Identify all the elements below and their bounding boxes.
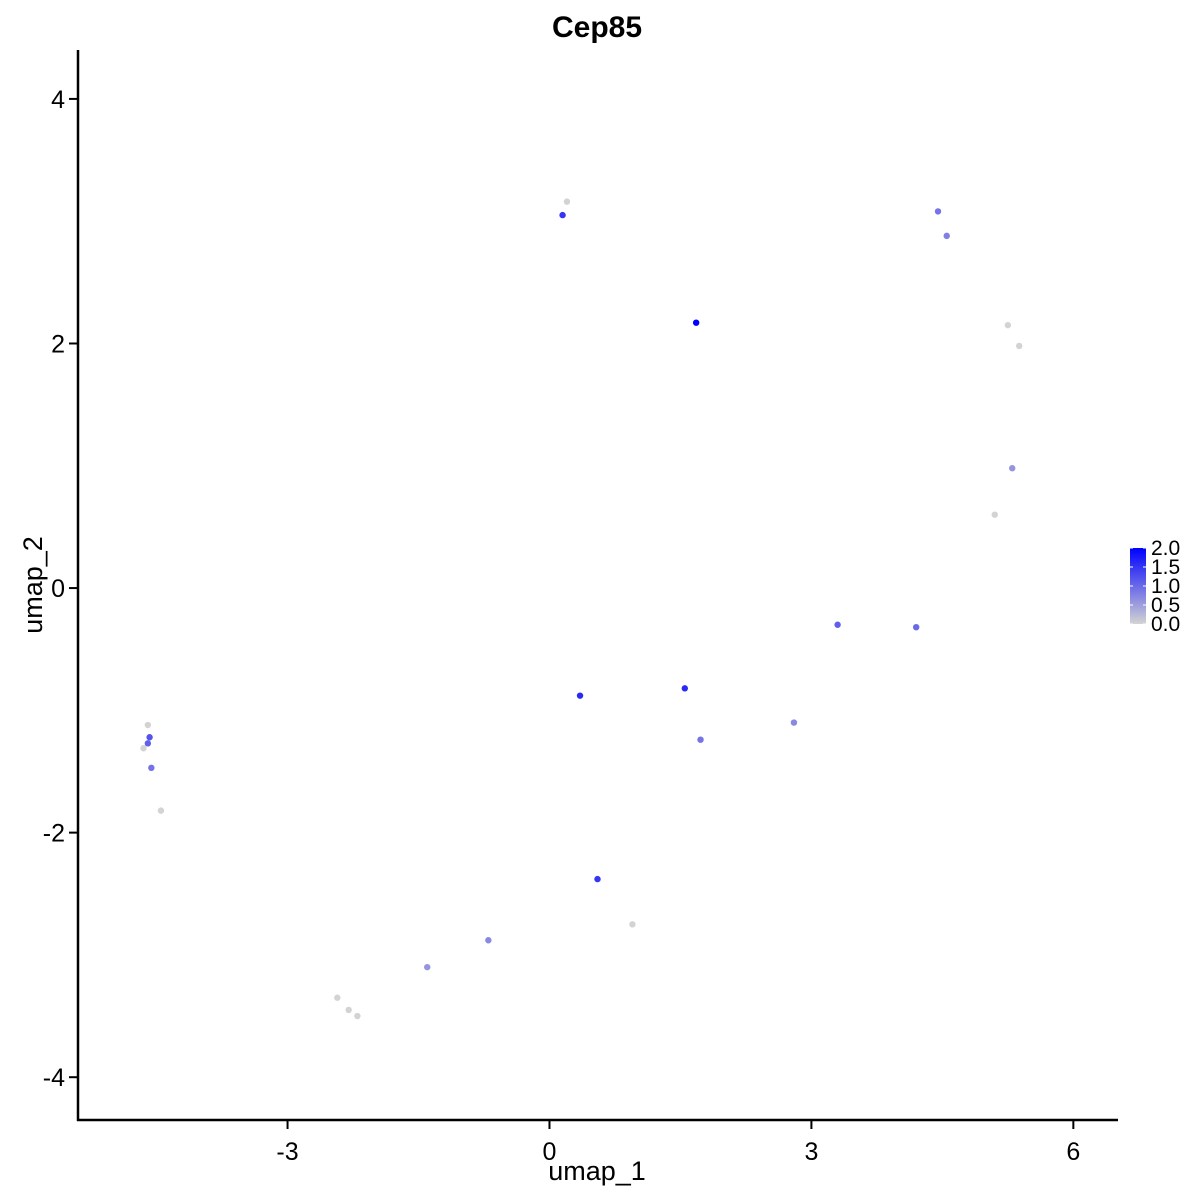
data-point bbox=[559, 211, 566, 219]
data-point bbox=[148, 764, 155, 772]
x-tick-label: 6 bbox=[1066, 1138, 1080, 1166]
y-axis-ticks: -4 -2 0 2 4 bbox=[43, 86, 78, 1092]
data-point bbox=[485, 937, 492, 944]
data-point bbox=[144, 721, 152, 729]
x-tick-label: 3 bbox=[804, 1138, 818, 1166]
y-tick-label: 2 bbox=[51, 330, 65, 358]
y-tick-label: -4 bbox=[43, 1064, 65, 1092]
y-axis-label: umap_2 bbox=[18, 536, 48, 634]
colorbar-tick-label: 1.5 bbox=[1151, 556, 1180, 579]
data-point bbox=[334, 994, 341, 1001]
scatter-points bbox=[140, 198, 1023, 1020]
data-point bbox=[144, 740, 152, 747]
data-point bbox=[576, 692, 584, 699]
chart-title: Cep85 bbox=[552, 11, 642, 44]
data-point bbox=[345, 1006, 352, 1014]
data-point bbox=[697, 736, 704, 743]
x-tick-label: 0 bbox=[543, 1138, 557, 1166]
data-point bbox=[594, 875, 601, 883]
x-axis-label: umap_1 bbox=[548, 1156, 646, 1186]
data-point bbox=[354, 1012, 361, 1020]
y-tick-label: 4 bbox=[51, 86, 65, 114]
colorbar-legend: 2.01.51.00.50.0 bbox=[1130, 537, 1180, 636]
data-point bbox=[140, 745, 147, 752]
colorbar-tick-label: 1.0 bbox=[1151, 575, 1180, 598]
data-point bbox=[629, 921, 636, 928]
colorbar-tick-label: 0.5 bbox=[1151, 594, 1180, 617]
colorbar-gradient bbox=[1130, 548, 1146, 624]
data-point bbox=[424, 963, 431, 971]
data-point bbox=[943, 232, 950, 240]
data-point bbox=[1004, 321, 1012, 329]
colorbar-ticks: 2.01.51.00.50.0 bbox=[1130, 537, 1180, 636]
data-point bbox=[1009, 465, 1016, 472]
y-tick-label: 0 bbox=[51, 575, 65, 603]
data-point bbox=[991, 511, 998, 518]
data-point bbox=[563, 198, 571, 205]
data-point bbox=[912, 623, 920, 631]
data-point bbox=[157, 807, 165, 814]
data-point bbox=[834, 621, 841, 628]
x-tick-label: -3 bbox=[276, 1138, 298, 1166]
colorbar-tick-label: 2.0 bbox=[1151, 537, 1180, 560]
data-point bbox=[1016, 342, 1023, 350]
data-point bbox=[681, 685, 689, 692]
y-tick-label: -2 bbox=[43, 820, 65, 848]
data-point bbox=[146, 734, 153, 741]
colorbar-tick-label: 0.0 bbox=[1151, 613, 1180, 636]
data-point bbox=[692, 319, 700, 326]
data-point bbox=[790, 719, 798, 726]
x-axis-ticks: -3 0 3 6 bbox=[276, 1120, 1080, 1166]
data-point bbox=[934, 208, 942, 215]
